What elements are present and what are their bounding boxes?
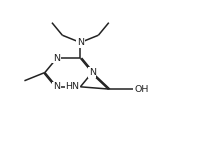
Text: N: N xyxy=(53,54,60,63)
Text: N: N xyxy=(53,82,60,91)
Text: HN: HN xyxy=(65,82,79,91)
Text: OH: OH xyxy=(134,85,148,94)
Text: N: N xyxy=(76,38,83,47)
Text: N: N xyxy=(88,68,95,77)
